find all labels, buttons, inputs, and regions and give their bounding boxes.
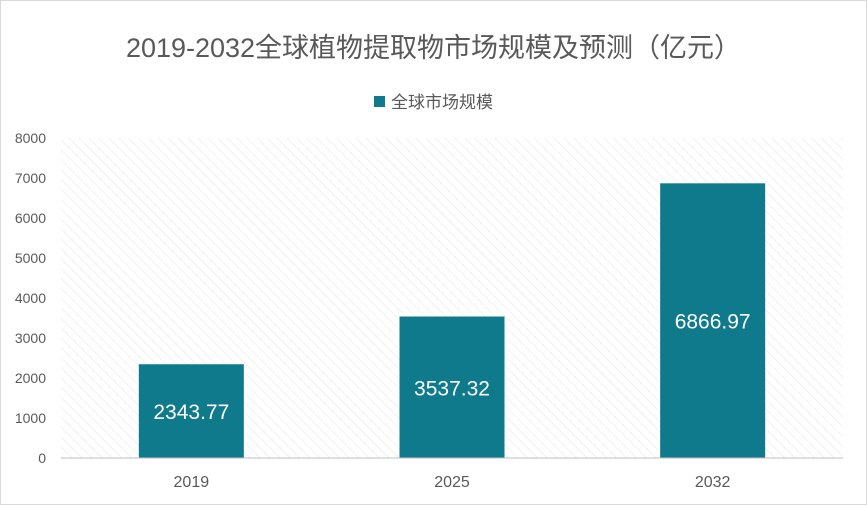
legend-label: 全球市场规模	[391, 93, 493, 112]
y-tick-label: 3000	[15, 330, 46, 346]
y-tick-label: 6000	[15, 210, 46, 226]
bar-value-label: 6866.97	[675, 311, 751, 334]
y-tick-label: 7000	[15, 170, 46, 186]
bar	[399, 316, 505, 458]
x-tick-label: 2019	[174, 474, 210, 491]
chart-title: 2019-2032全球植物提取物市场规模及预测（亿元）	[125, 33, 742, 63]
legend: 全球市场规模	[0, 88, 867, 113]
x-axis: 2019 2025 2032	[174, 474, 731, 491]
y-tick-label: 0	[38, 450, 46, 466]
y-tick-label: 1000	[15, 410, 46, 426]
legend-swatch	[374, 96, 385, 107]
y-tick-label: 2000	[15, 370, 46, 386]
y-tick-label: 8000	[15, 130, 46, 146]
bar-value-label: 3537.32	[414, 377, 490, 400]
bar-series	[138, 183, 766, 458]
bar-value-label: 2343.77	[153, 401, 229, 424]
bar	[660, 183, 766, 458]
bar	[138, 364, 244, 458]
data-labels: 2343.77 3537.32 6866.97	[153, 311, 750, 424]
x-tick-label: 2025	[434, 474, 470, 491]
y-tick-label: 5000	[15, 250, 46, 266]
y-tick-label: 4000	[15, 290, 46, 306]
x-tick-label: 2032	[695, 474, 731, 491]
y-axis: 0 1000 2000 3000 4000 5000 6000 7000 8000	[15, 130, 46, 466]
